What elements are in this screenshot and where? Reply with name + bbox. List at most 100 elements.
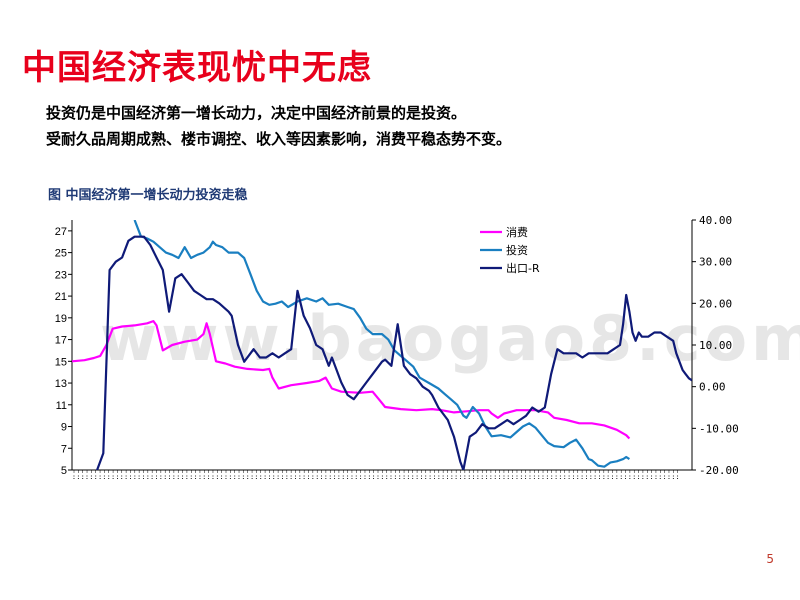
x-tick-label: :	[554, 473, 558, 481]
x-tick-label: :	[489, 473, 493, 481]
x-tick-label: :	[511, 473, 515, 481]
right-tick-label: 40.00	[699, 214, 732, 227]
x-tick-label: :	[185, 473, 189, 481]
left-tick-label: 11	[56, 400, 67, 412]
x-tick-label: :	[667, 473, 671, 481]
x-tick-label: :	[524, 473, 528, 481]
x-tick-label: :	[154, 473, 158, 481]
x-tick-label: :	[450, 473, 454, 481]
x-tick-label: :	[541, 473, 545, 481]
x-tick-label: :	[319, 473, 323, 481]
left-tick-label: 15	[55, 356, 67, 368]
x-tick-label: :	[298, 473, 302, 481]
x-tick-label: :	[246, 473, 250, 481]
x-tick-label: :	[606, 473, 610, 481]
x-tick-label: :	[293, 473, 297, 481]
x-tick-label: :	[602, 473, 606, 481]
left-tick-label: 9	[61, 422, 67, 434]
page-number: 5	[766, 552, 774, 566]
x-tick-label: :	[519, 473, 523, 481]
x-tick-label: :	[663, 473, 667, 481]
x-tick-label: :	[146, 473, 150, 481]
bullet-list: 投资仍是中国经济第一增长动力，决定中国经济前景的是投资。 受耐久品周期成熟、楼市…	[46, 100, 511, 152]
right-tick-label: -10.00	[699, 422, 739, 435]
x-tick-label: :	[584, 473, 588, 481]
x-tick-label: :	[428, 473, 432, 481]
x-tick-label: :	[128, 473, 132, 481]
x-tick-label: :	[76, 473, 80, 481]
x-tick-label: :	[89, 473, 93, 481]
x-tick-label: :	[124, 473, 128, 481]
x-tick-label: :	[163, 473, 167, 481]
x-tick-label: :	[172, 473, 176, 481]
x-tick-label: :	[658, 473, 662, 481]
x-tick-label: :	[367, 473, 371, 481]
x-tick-label: :	[315, 473, 319, 481]
legend-label: 投资	[506, 243, 528, 257]
x-tick-label: :	[671, 473, 675, 481]
left-tick-label: 17	[55, 335, 67, 347]
x-tick-label: :	[81, 473, 85, 481]
x-tick-label: :	[98, 473, 102, 481]
x-tick-label: :	[159, 473, 163, 481]
x-tick-label: :	[354, 473, 358, 481]
legend-label: 消费	[506, 225, 528, 239]
left-tick-label: 25	[55, 248, 67, 260]
x-tick-label: :	[493, 473, 497, 481]
series-line-3	[95, 235, 692, 470]
x-tick-label: :	[411, 473, 415, 481]
x-tick-label: :	[233, 473, 237, 481]
x-tick-label: :	[476, 473, 480, 481]
x-tick-label: :	[623, 473, 627, 481]
x-tick-label: :	[502, 473, 506, 481]
left-tick-label: 23	[55, 269, 67, 281]
right-tick-label: 30.00	[699, 256, 732, 269]
x-tick-label: :	[259, 473, 263, 481]
x-tick-label: :	[102, 473, 106, 481]
x-tick-label: :	[302, 473, 306, 481]
x-tick-label: :	[597, 473, 601, 481]
bullet-2: 受耐久品周期成熟、楼市调控、收入等因素影响，消费平稳态势不变。	[46, 130, 512, 148]
left-tick-label: 7	[61, 443, 67, 455]
x-tick-label: :	[224, 473, 228, 481]
x-tick-label: :	[215, 473, 219, 481]
x-tick-label: :	[654, 473, 658, 481]
x-tick-label: :	[589, 473, 593, 481]
x-tick-label: :	[545, 473, 549, 481]
x-tick-label: :	[636, 473, 640, 481]
x-tick-label: :	[345, 473, 349, 481]
legend-label: 出口-R	[506, 261, 540, 275]
x-tick-label: :	[141, 473, 145, 481]
x-tick-label: :	[649, 473, 653, 481]
left-tick-label: 27	[55, 226, 67, 238]
chart-title: 图 中国经济第一增长动力投资走稳	[48, 188, 248, 203]
x-tick-label: :	[207, 473, 211, 481]
x-tick-label: :	[120, 473, 124, 481]
x-tick-label: :	[150, 473, 154, 481]
x-tick-label: :	[363, 473, 367, 481]
x-tick-label: :	[289, 473, 293, 481]
x-tick-label: :	[480, 473, 484, 481]
x-tick-label: :	[419, 473, 423, 481]
x-tick-label: :	[497, 473, 501, 481]
x-tick-label: :	[211, 473, 215, 481]
x-tick-label: :	[167, 473, 171, 481]
x-tick-label: :	[198, 473, 202, 481]
x-tick-label: :	[389, 473, 393, 481]
x-tick-label: :	[424, 473, 428, 481]
x-tick-label: :	[202, 473, 206, 481]
x-tick-label: :	[341, 473, 345, 481]
x-tick-label: :	[324, 473, 328, 481]
x-tick-label: :	[228, 473, 232, 481]
x-tick-label: :	[189, 473, 193, 481]
x-tick-label: :	[445, 473, 449, 481]
x-tick-label: :	[415, 473, 419, 481]
x-tick-label: :	[441, 473, 445, 481]
x-tick-label: :	[528, 473, 532, 481]
x-tick-label: :	[241, 473, 245, 481]
left-tick-label: 19	[55, 313, 67, 325]
x-tick-label: :	[471, 473, 475, 481]
x-tick-label: :	[94, 473, 98, 481]
bullet-1: 投资仍是中国经济第一增长动力，决定中国经济前景的是投资。	[46, 104, 467, 122]
x-tick-label: :	[580, 473, 584, 481]
